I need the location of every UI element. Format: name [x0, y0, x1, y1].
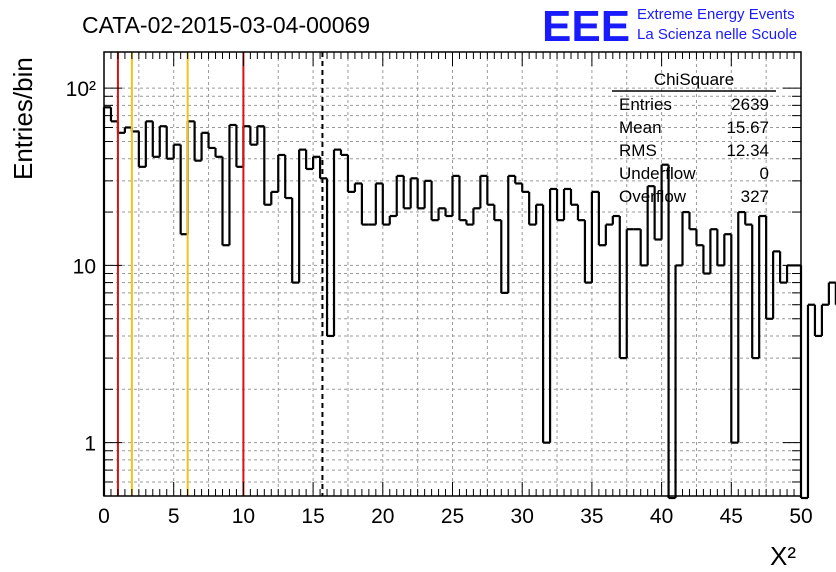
x-tick-label: 35 — [580, 505, 603, 528]
logo-line2: La Scienza nelle Scuole — [637, 26, 797, 43]
stats-value: 12.34 — [726, 141, 769, 160]
x-tick-label: 0 — [98, 505, 110, 528]
stats-title: ChiSquare — [654, 70, 734, 89]
x-tick-label: 20 — [371, 505, 394, 528]
x-tick-label: 25 — [441, 505, 464, 528]
histogram-bins — [102, 106, 836, 500]
x-axis-label: X² — [770, 541, 796, 571]
x-tick-label: 40 — [650, 505, 673, 528]
stats-box: ChiSquare Entries 2639 Mean 15.67 RMS 12.34 Un… — [612, 70, 776, 206]
logo-mark: EEE — [542, 2, 630, 51]
stats-label: Mean — [619, 118, 662, 137]
stats-value: 15.67 — [726, 118, 769, 137]
x-tick-label: 45 — [720, 505, 743, 528]
grid-lines — [104, 52, 801, 497]
x-tick-label: 15 — [301, 505, 324, 528]
y-tick-label: 10² — [66, 78, 96, 101]
chart-title: CATA-02-2015-03-04-00069 — [82, 12, 370, 38]
y-tick-label: 10 — [73, 255, 96, 278]
reference-lines — [116, 52, 324, 496]
stats-label: Entries — [619, 95, 672, 114]
logo-line1: Extreme Energy Events — [637, 6, 795, 23]
stats-label: Overflow — [619, 187, 687, 206]
axis-ticks: 0 5 10 15 20 25 30 35 40 45 50 1 10 10² — [66, 52, 813, 528]
stats-label: Underflow — [619, 164, 696, 183]
x-tick-label: 10 — [232, 505, 255, 528]
stats-value: 0 — [760, 164, 769, 183]
y-axis-label: Entries/bin — [8, 57, 38, 180]
x-tick-label: 50 — [789, 505, 812, 528]
stats-value: 2639 — [731, 95, 769, 114]
x-tick-label: 5 — [168, 505, 180, 528]
y-tick-label: 1 — [84, 433, 96, 456]
eee-logo: EEE Extreme Energy Events La Scienza nel… — [542, 2, 797, 51]
stats-label: RMS — [619, 141, 657, 160]
stats-value: 327 — [741, 187, 769, 206]
x-tick-label: 30 — [511, 505, 534, 528]
